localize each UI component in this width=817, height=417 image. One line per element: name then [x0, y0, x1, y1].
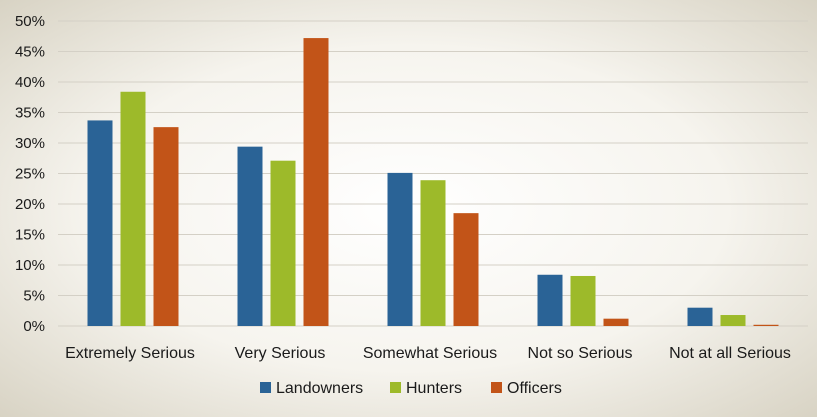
x-category-label: Very Serious: [235, 345, 326, 362]
y-tick-label: 0%: [23, 318, 45, 335]
x-category-label: Somewhat Serious: [363, 345, 497, 362]
y-tick-label: 15%: [15, 227, 45, 244]
y-tick-label: 40%: [15, 74, 45, 91]
y-tick-label: 50%: [15, 13, 45, 30]
legend-label-hunters: Hunters: [406, 380, 462, 397]
bar-officers-4: [753, 324, 779, 326]
bar-landowners-3: [537, 274, 563, 326]
legend-label-landowners: Landowners: [276, 380, 363, 397]
legend-label-officers: Officers: [507, 380, 562, 397]
y-tick-label: 30%: [15, 135, 45, 152]
bar-landowners-0: [87, 120, 113, 327]
bar-officers-2: [453, 213, 479, 326]
bar-officers-1: [303, 38, 329, 327]
bar-hunters-4: [720, 315, 746, 326]
bar-officers-0: [153, 127, 179, 326]
bar-landowners-4: [687, 307, 713, 326]
bars: [87, 38, 779, 327]
y-tick-label: 10%: [15, 257, 45, 274]
bar-hunters-3: [570, 275, 596, 326]
x-axis-categories: Extremely Serious Very Serious Somewhat Se…: [65, 345, 791, 362]
y-tick-label: 25%: [15, 166, 45, 183]
legend-swatch-landowners: [260, 382, 271, 393]
bar-hunters-2: [420, 180, 446, 326]
y-tick-label: 45%: [15, 44, 45, 61]
bar-hunters-0: [120, 91, 146, 326]
y-tick-label: 20%: [15, 196, 45, 213]
bar-landowners-1: [237, 146, 263, 326]
y-tick-label: 5%: [23, 288, 45, 305]
x-category-label: Not so Serious: [528, 345, 633, 362]
legend-swatch-officers: [491, 382, 502, 393]
bar-officers-3: [603, 318, 629, 326]
x-category-label: Extremely Serious: [65, 345, 195, 362]
bar-hunters-1: [270, 160, 296, 326]
bar-landowners-2: [387, 172, 413, 326]
legend-swatch-hunters: [390, 382, 401, 393]
y-tick-label: 35%: [15, 105, 45, 122]
legend: Landowners Hunters Officers: [260, 380, 562, 397]
y-axis-ticks: 0% 5% 10% 15% 20% 25% 30% 35% 40% 45% 50%: [15, 13, 45, 335]
x-category-label: Not at all Serious: [669, 345, 791, 362]
